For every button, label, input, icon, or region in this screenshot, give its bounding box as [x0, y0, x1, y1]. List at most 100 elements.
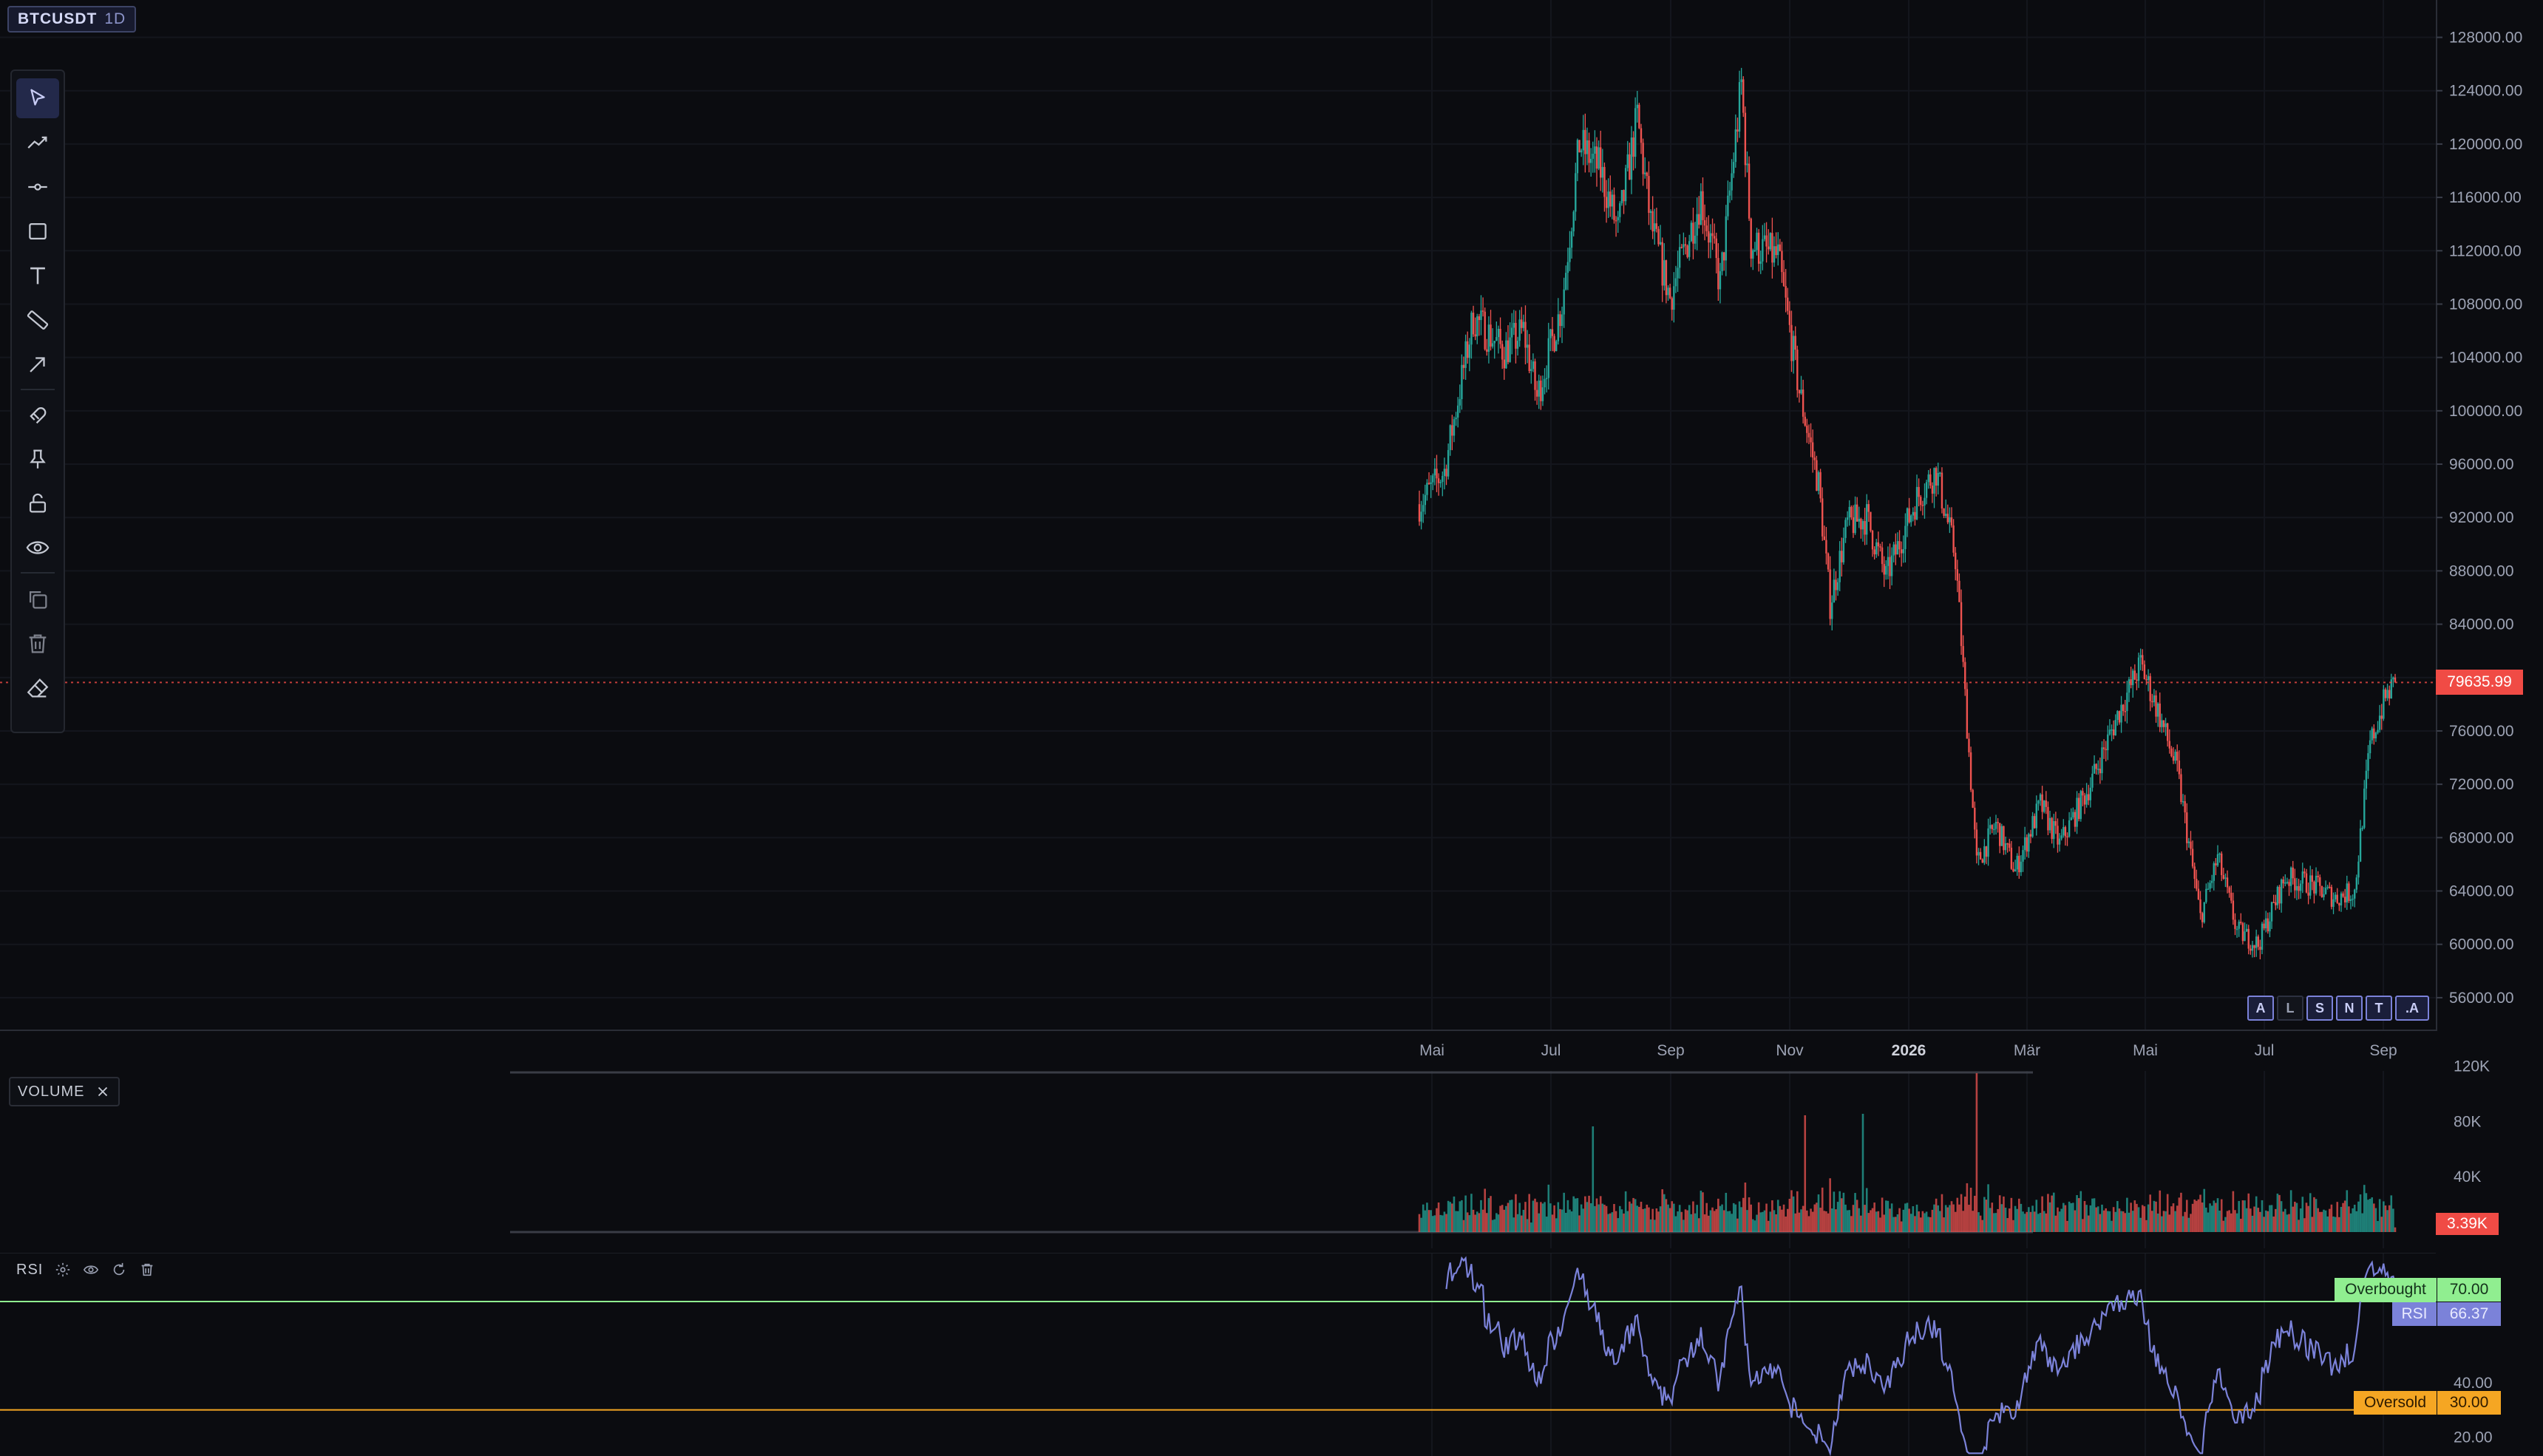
candle: [2139, 655, 2142, 658]
volume-bar: [2232, 1191, 2235, 1232]
tag-s-button[interactable]: S: [2306, 996, 2333, 1021]
candle: [1999, 823, 2001, 846]
volume-pane[interactable]: [0, 1071, 2436, 1248]
rsi-pane[interactable]: [0, 1253, 2436, 1456]
candle: [2378, 715, 2381, 730]
volume-bar: [2178, 1197, 2181, 1232]
volume-bar: [1576, 1198, 1579, 1232]
volume-bar: [2118, 1208, 2121, 1232]
tag-l-button[interactable]: L: [2277, 996, 2303, 1021]
candle: [1813, 457, 1816, 460]
candle: [2361, 827, 2363, 829]
candle: [2278, 886, 2281, 904]
price-chart-pane[interactable]: [0, 0, 2436, 1031]
oversold-value: 30.00: [2437, 1391, 2501, 1415]
candle: [2199, 899, 2201, 914]
volume-bar: [2349, 1213, 2352, 1232]
ruler-tool-button[interactable]: [16, 300, 59, 340]
volume-bar: [1686, 1210, 1688, 1232]
symbol-badge[interactable]: BTCUSDT 1D: [7, 6, 137, 33]
volume-bar: [1719, 1205, 1722, 1232]
gear-icon[interactable]: [55, 1262, 71, 1278]
volume-bar: [2357, 1201, 2360, 1232]
text-tool-button[interactable]: [16, 256, 59, 296]
lock-tool-button[interactable]: [16, 483, 59, 523]
clone-tool-button[interactable]: [16, 579, 59, 619]
volume-bar: [1520, 1215, 1523, 1232]
delete-tool-button[interactable]: [16, 624, 59, 664]
volume-bar: [1427, 1210, 1430, 1232]
horizontal-line-tool-button[interactable]: [16, 167, 59, 207]
candle: [2132, 670, 2134, 685]
candle: [1908, 508, 1910, 523]
candle: [1557, 314, 1560, 341]
tag-dot-a-button[interactable]: .A: [2395, 996, 2429, 1021]
candle: [1461, 364, 1463, 400]
candle: [2097, 769, 2099, 770]
volume-bar: [1582, 1208, 1585, 1232]
refresh-icon[interactable]: [111, 1262, 127, 1278]
candle: [1746, 163, 1748, 166]
arrow-tool-button[interactable]: [16, 344, 59, 384]
candle: [2365, 770, 2368, 789]
candle: [1981, 859, 1983, 863]
candle: [1563, 289, 1565, 315]
eraser-tool-button[interactable]: [16, 668, 59, 708]
cursor-tool-button[interactable]: [16, 78, 59, 118]
candle: [2357, 861, 2360, 878]
candle: [1887, 557, 1890, 566]
candle: [1484, 311, 1486, 350]
magnet-tool-button[interactable]: [16, 395, 59, 435]
volume-bar: [1952, 1204, 1955, 1232]
volume-bar: [1534, 1198, 1536, 1232]
candle: [2340, 893, 2343, 906]
candle: [2170, 748, 2173, 757]
volume-bar: [2168, 1214, 2171, 1232]
candle: [1499, 328, 1501, 344]
tag-n-button[interactable]: N: [2336, 996, 2363, 1021]
candle: [1842, 537, 1845, 562]
volume-bar: [2367, 1200, 2369, 1232]
volume-bar: [1728, 1211, 1731, 1232]
volume-bar: [1796, 1191, 1799, 1232]
candle: [2161, 720, 2163, 727]
candle: [1708, 231, 1710, 243]
trend-line-icon: [27, 136, 47, 149]
eye-icon[interactable]: [83, 1262, 99, 1278]
volume-bar: [1823, 1211, 1826, 1232]
candle: [2255, 936, 2258, 948]
volume-bar: [1484, 1188, 1486, 1232]
close-icon[interactable]: [95, 1084, 111, 1100]
volume-bar: [1912, 1206, 1915, 1232]
volume-bar: [1476, 1211, 1478, 1232]
volume-bar: [1781, 1209, 1783, 1232]
volume-bar: [1459, 1201, 1461, 1232]
candle: [1979, 851, 1982, 860]
candle: [1509, 337, 1511, 362]
candle: [1540, 380, 1542, 401]
trend-line-tool-button[interactable]: [16, 123, 59, 163]
tag-a-button[interactable]: A: [2247, 996, 2274, 1021]
price-tick-label: 68000.00: [2449, 829, 2514, 846]
price-axis[interactable]: 128000.00 124000.00 120000.00 116000.00 1120…: [2436, 0, 2543, 1456]
pin-tool-button[interactable]: [16, 439, 59, 479]
candle: [1544, 378, 1546, 388]
volume-bar: [1653, 1219, 1656, 1232]
volume-bar: [1904, 1203, 1907, 1232]
time-axis[interactable]: Mai Jul Sep Nov 2026 Mär Mai Jul Sep: [0, 1033, 2436, 1070]
volume-bar: [2096, 1206, 2099, 1232]
magnet-icon: [30, 407, 47, 424]
trash-icon[interactable]: [139, 1262, 155, 1278]
volume-bar: [1426, 1202, 1428, 1232]
candle: [1511, 327, 1513, 338]
candle: [2343, 897, 2346, 903]
candle: [1565, 273, 1567, 290]
volume-bar: [2108, 1211, 2111, 1232]
eye-icon: [26, 541, 50, 554]
volume-bar: [2076, 1195, 2078, 1232]
tag-t-button[interactable]: T: [2366, 996, 2392, 1021]
volume-bar: [2244, 1200, 2246, 1232]
rectangle-tool-button[interactable]: [16, 211, 59, 251]
volume-bar: [1624, 1191, 1627, 1232]
visibility-tool-button[interactable]: [16, 528, 59, 568]
